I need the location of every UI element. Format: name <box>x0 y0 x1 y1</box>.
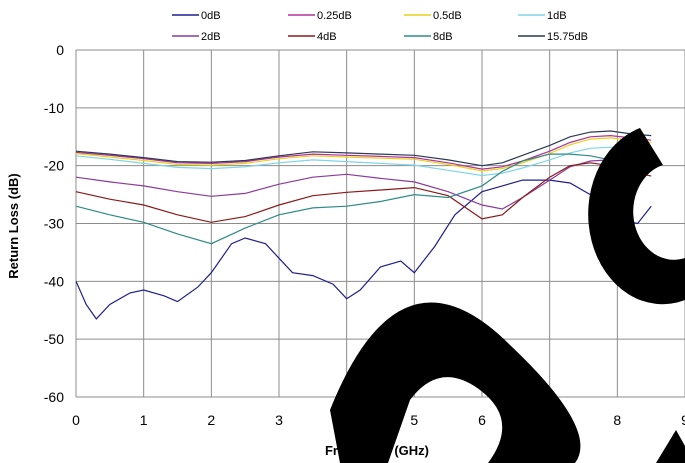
diagonal-d-shape <box>330 302 581 463</box>
y-tick-label: 0 <box>56 42 64 58</box>
legend-label: 0.5dB <box>433 10 462 22</box>
y-tick-label: -50 <box>44 331 64 347</box>
x-tick-label: 3 <box>275 412 283 428</box>
x-tick-label: 9 <box>681 412 685 428</box>
legend-label: 2dB <box>201 31 221 43</box>
legend-label: 15.75dB <box>547 31 588 43</box>
y-tick-label: -10 <box>44 100 64 116</box>
series-line-2dB <box>75 159 652 210</box>
series-line-0.5dB <box>75 137 652 172</box>
y-tick-label: -30 <box>44 216 64 232</box>
series-line-1dB <box>75 146 652 177</box>
x-tick-label: 0 <box>72 412 80 428</box>
x-tick-label: 2 <box>207 412 215 428</box>
corner-wedge-shape <box>656 430 685 463</box>
x-tick-label: 5 <box>410 412 418 428</box>
y-tick-label: -60 <box>44 389 64 405</box>
series-line-4dB <box>75 162 652 223</box>
y-tick-label: -20 <box>44 158 64 174</box>
series-line-0dB <box>75 179 652 320</box>
y-tick-label: -40 <box>44 273 64 289</box>
overlay-shapes <box>330 128 685 463</box>
legend-label: 0dB <box>201 10 221 22</box>
legend-label: 8dB <box>433 31 453 43</box>
legend-label: 4dB <box>317 31 337 43</box>
x-tick-label: 1 <box>140 412 148 428</box>
x-tick-label: 8 <box>613 412 621 428</box>
x-axis-title: Frequency (GHz) <box>325 443 429 458</box>
x-tick-label: 6 <box>478 412 486 428</box>
legend: 0dB 0.25dB 0.5dB 1dB 2dB 4dB 8dB 15.75dB <box>172 10 588 43</box>
series-line-15.75dB <box>75 130 652 167</box>
ring-shape <box>588 128 685 305</box>
series-line-8dB <box>75 153 652 245</box>
y-axis-title: Return Loss (dB) <box>6 173 21 278</box>
legend-label: 0.25dB <box>317 10 352 22</box>
series-line-0.25dB <box>75 134 652 170</box>
legend-label: 1dB <box>547 10 567 22</box>
plot-area: 01234567890-10-20-30-40-50-60 <box>44 42 685 428</box>
